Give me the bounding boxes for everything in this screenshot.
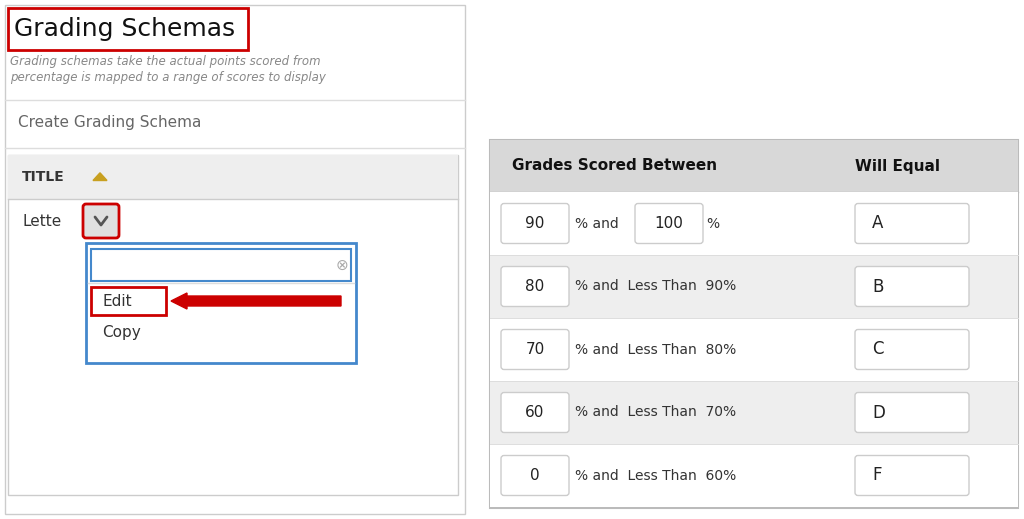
FancyBboxPatch shape bbox=[91, 287, 166, 315]
FancyBboxPatch shape bbox=[501, 203, 569, 243]
FancyBboxPatch shape bbox=[490, 140, 1018, 192]
FancyBboxPatch shape bbox=[86, 243, 356, 363]
FancyBboxPatch shape bbox=[490, 255, 1018, 318]
Text: Create Grading Schema: Create Grading Schema bbox=[18, 115, 202, 130]
FancyBboxPatch shape bbox=[91, 249, 351, 281]
FancyBboxPatch shape bbox=[855, 456, 969, 496]
Text: Grades Scored Between: Grades Scored Between bbox=[512, 158, 717, 173]
Text: F: F bbox=[872, 467, 882, 485]
FancyBboxPatch shape bbox=[855, 330, 969, 370]
FancyBboxPatch shape bbox=[8, 155, 458, 495]
Text: A: A bbox=[872, 214, 884, 233]
Polygon shape bbox=[93, 173, 106, 181]
FancyBboxPatch shape bbox=[83, 204, 119, 238]
FancyBboxPatch shape bbox=[8, 155, 458, 199]
FancyBboxPatch shape bbox=[501, 266, 569, 307]
FancyBboxPatch shape bbox=[635, 203, 703, 243]
Text: Copy: Copy bbox=[102, 325, 140, 340]
Text: 80: 80 bbox=[525, 279, 545, 294]
Text: percentage is mapped to a range of scores to display: percentage is mapped to a range of score… bbox=[10, 71, 326, 84]
FancyBboxPatch shape bbox=[855, 392, 969, 432]
Text: Lette: Lette bbox=[22, 213, 61, 228]
Text: 90: 90 bbox=[525, 216, 545, 231]
Text: % and  Less Than  80%: % and Less Than 80% bbox=[575, 343, 736, 357]
Text: D: D bbox=[872, 403, 885, 421]
Text: C: C bbox=[872, 340, 884, 359]
Text: Grading schemas take the actual points scored from: Grading schemas take the actual points s… bbox=[10, 55, 321, 68]
Text: % and  Less Than  70%: % and Less Than 70% bbox=[575, 405, 736, 419]
FancyBboxPatch shape bbox=[490, 318, 1018, 381]
Text: Grading Schemas: Grading Schemas bbox=[14, 17, 236, 41]
Text: 60: 60 bbox=[525, 405, 545, 420]
FancyArrow shape bbox=[171, 293, 341, 309]
Text: Will Equal: Will Equal bbox=[855, 158, 940, 173]
FancyBboxPatch shape bbox=[8, 8, 248, 50]
FancyBboxPatch shape bbox=[501, 392, 569, 432]
Text: % and: % and bbox=[575, 216, 618, 230]
Text: % and  Less Than  60%: % and Less Than 60% bbox=[575, 469, 736, 483]
FancyBboxPatch shape bbox=[501, 456, 569, 496]
FancyBboxPatch shape bbox=[501, 330, 569, 370]
FancyBboxPatch shape bbox=[490, 444, 1018, 507]
Text: ⊗: ⊗ bbox=[336, 257, 348, 272]
FancyBboxPatch shape bbox=[5, 5, 465, 514]
Text: 100: 100 bbox=[654, 216, 683, 231]
Text: 0: 0 bbox=[530, 468, 540, 483]
FancyBboxPatch shape bbox=[490, 140, 1018, 508]
Text: %: % bbox=[706, 216, 719, 230]
Text: Edit: Edit bbox=[102, 294, 132, 308]
Text: 70: 70 bbox=[525, 342, 545, 357]
FancyBboxPatch shape bbox=[490, 192, 1018, 255]
FancyBboxPatch shape bbox=[855, 266, 969, 307]
Text: % and  Less Than  90%: % and Less Than 90% bbox=[575, 280, 736, 294]
FancyBboxPatch shape bbox=[490, 381, 1018, 444]
Text: B: B bbox=[872, 278, 884, 295]
Text: TITLE: TITLE bbox=[22, 170, 65, 184]
FancyBboxPatch shape bbox=[855, 203, 969, 243]
